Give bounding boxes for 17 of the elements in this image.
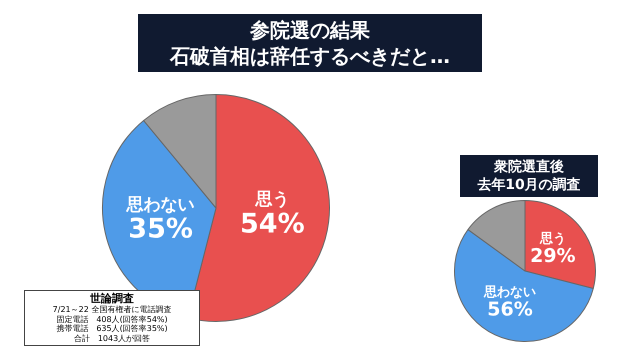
data-label: 54%	[240, 208, 305, 240]
data-label: 29%	[530, 245, 576, 268]
slice-label: 思わない	[482, 284, 536, 300]
text: 携帯電話 635人(回答率35%)	[55, 324, 169, 334]
text: 合計 1043人が回答	[72, 334, 152, 344]
slice-label: 思う	[538, 231, 566, 246]
data-label: 56%	[487, 298, 533, 321]
slice-label: 思わない	[126, 194, 195, 215]
slice-label: 思う	[254, 190, 290, 210]
text: 固定電話 408人(回答率54%)	[55, 314, 169, 324]
data-label: 35%	[128, 214, 193, 245]
text: 7/21～22 全国有権者に電話調査	[52, 305, 172, 315]
chart-subtitle: 石破首相は辞任するべきだと…	[168, 43, 451, 69]
text: 世論調査	[89, 292, 135, 306]
chart-title: 参院選の結果	[248, 17, 371, 43]
chart-title: 衆院選直後	[493, 158, 565, 176]
chart-subtitle: 去年10月の調査	[476, 176, 582, 194]
